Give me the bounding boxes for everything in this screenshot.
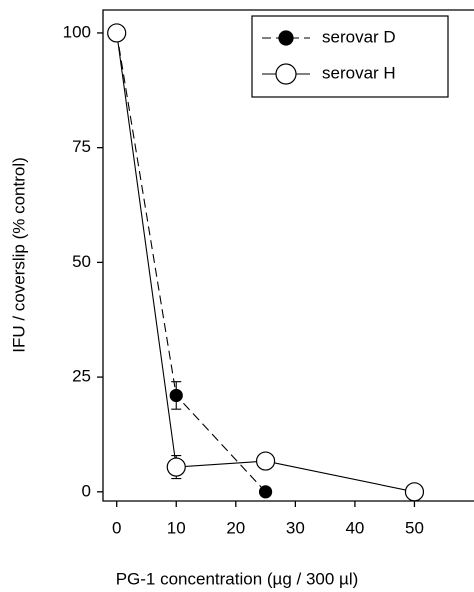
x-tick-label: 40	[345, 518, 364, 537]
x-tick-label: 0	[112, 518, 121, 537]
legend: serovar D serovar H	[251, 15, 449, 98]
legend-label: serovar H	[322, 63, 396, 82]
series-line	[116, 32, 415, 493]
y-tick-label: 50	[72, 252, 91, 271]
data-point	[169, 388, 183, 403]
y-tick-label: 0	[82, 481, 91, 500]
x-tick-label: 50	[405, 518, 424, 537]
data-point	[166, 457, 186, 477]
data-point	[404, 482, 425, 502]
data-point	[258, 485, 273, 499]
legend-label: serovar D	[322, 27, 396, 46]
x-axis-label: PG-1 concentration (µg / 300 µl)	[116, 569, 359, 588]
y-tick-label: 75	[72, 137, 91, 156]
plot-frame	[102, 9, 474, 502]
y-tick-label: 100	[63, 22, 91, 41]
y-axis-label: IFU / coverslip (% control)	[9, 157, 28, 353]
data-point	[255, 451, 276, 471]
y-tick-label: 25	[72, 367, 91, 386]
x-tick-label: 30	[286, 518, 305, 537]
legend-marker	[278, 30, 294, 46]
data-point	[107, 23, 127, 43]
x-tick-label: 10	[167, 518, 186, 537]
series-line	[116, 32, 266, 493]
legend-marker	[275, 63, 297, 85]
x-tick-label: 20	[226, 518, 245, 537]
